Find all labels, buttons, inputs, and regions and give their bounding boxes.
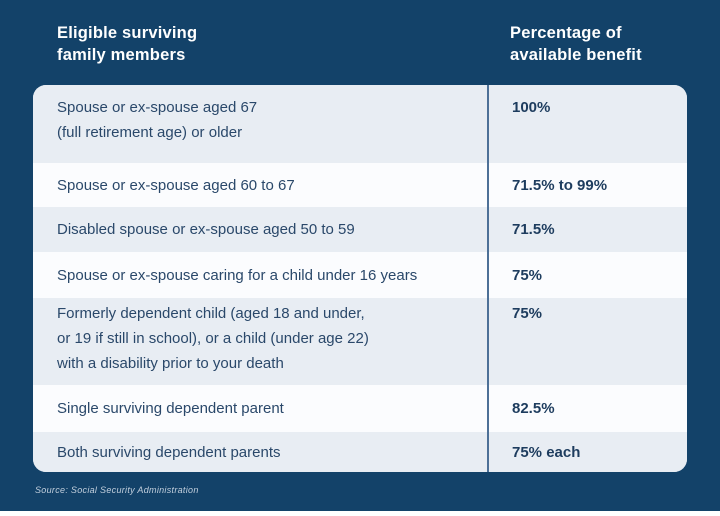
table-row: Single surviving dependent parent 82.5% [33, 385, 687, 432]
percentage-cell: 75% each [512, 443, 581, 461]
member-cell: Both surviving dependent parents [57, 443, 281, 461]
table-row: Spouse or ex-spouse caring for a child u… [33, 252, 687, 298]
member-cell: Spouse or ex-spouse aged 67 (full retire… [57, 99, 258, 141]
column-header-members: Eligible surviving family members [57, 24, 198, 64]
benefits-table-rows: Spouse or ex-spouse aged 67 (full retire… [33, 85, 687, 472]
table-row: Formerly dependent child (aged 18 and un… [33, 298, 687, 385]
column-header-percentage: Percentage of available benefit [510, 24, 642, 64]
source-attribution: Source: Social Security Administration [35, 485, 199, 495]
percentage-cell: 100% [512, 99, 551, 116]
member-cell: Formerly dependent child (aged 18 and un… [57, 305, 369, 372]
member-cell: Spouse or ex-spouse caring for a child u… [57, 266, 418, 284]
table-row: Disabled spouse or ex-spouse aged 50 to … [33, 207, 687, 252]
table-row: Spouse or ex-spouse aged 67 (full retire… [33, 85, 687, 163]
benefits-table-card: Spouse or ex-spouse aged 67 (full retire… [33, 85, 687, 472]
percentage-cell: 75% [512, 305, 543, 322]
table-row: Both surviving dependent parents 75% eac… [33, 432, 687, 472]
percentage-cell: 71.5% [512, 221, 555, 238]
member-cell: Spouse or ex-spouse aged 60 to 67 [57, 176, 295, 194]
member-cell: Disabled spouse or ex-spouse aged 50 to … [57, 221, 355, 238]
member-cell: Single surviving dependent parent [57, 400, 284, 417]
percentage-cell: 75% [512, 266, 543, 284]
table-row: Spouse or ex-spouse aged 60 to 67 71.5% … [33, 163, 687, 207]
column-divider-line [487, 85, 489, 472]
percentage-cell: 71.5% to 99% [512, 176, 608, 194]
percentage-cell: 82.5% [512, 400, 555, 417]
